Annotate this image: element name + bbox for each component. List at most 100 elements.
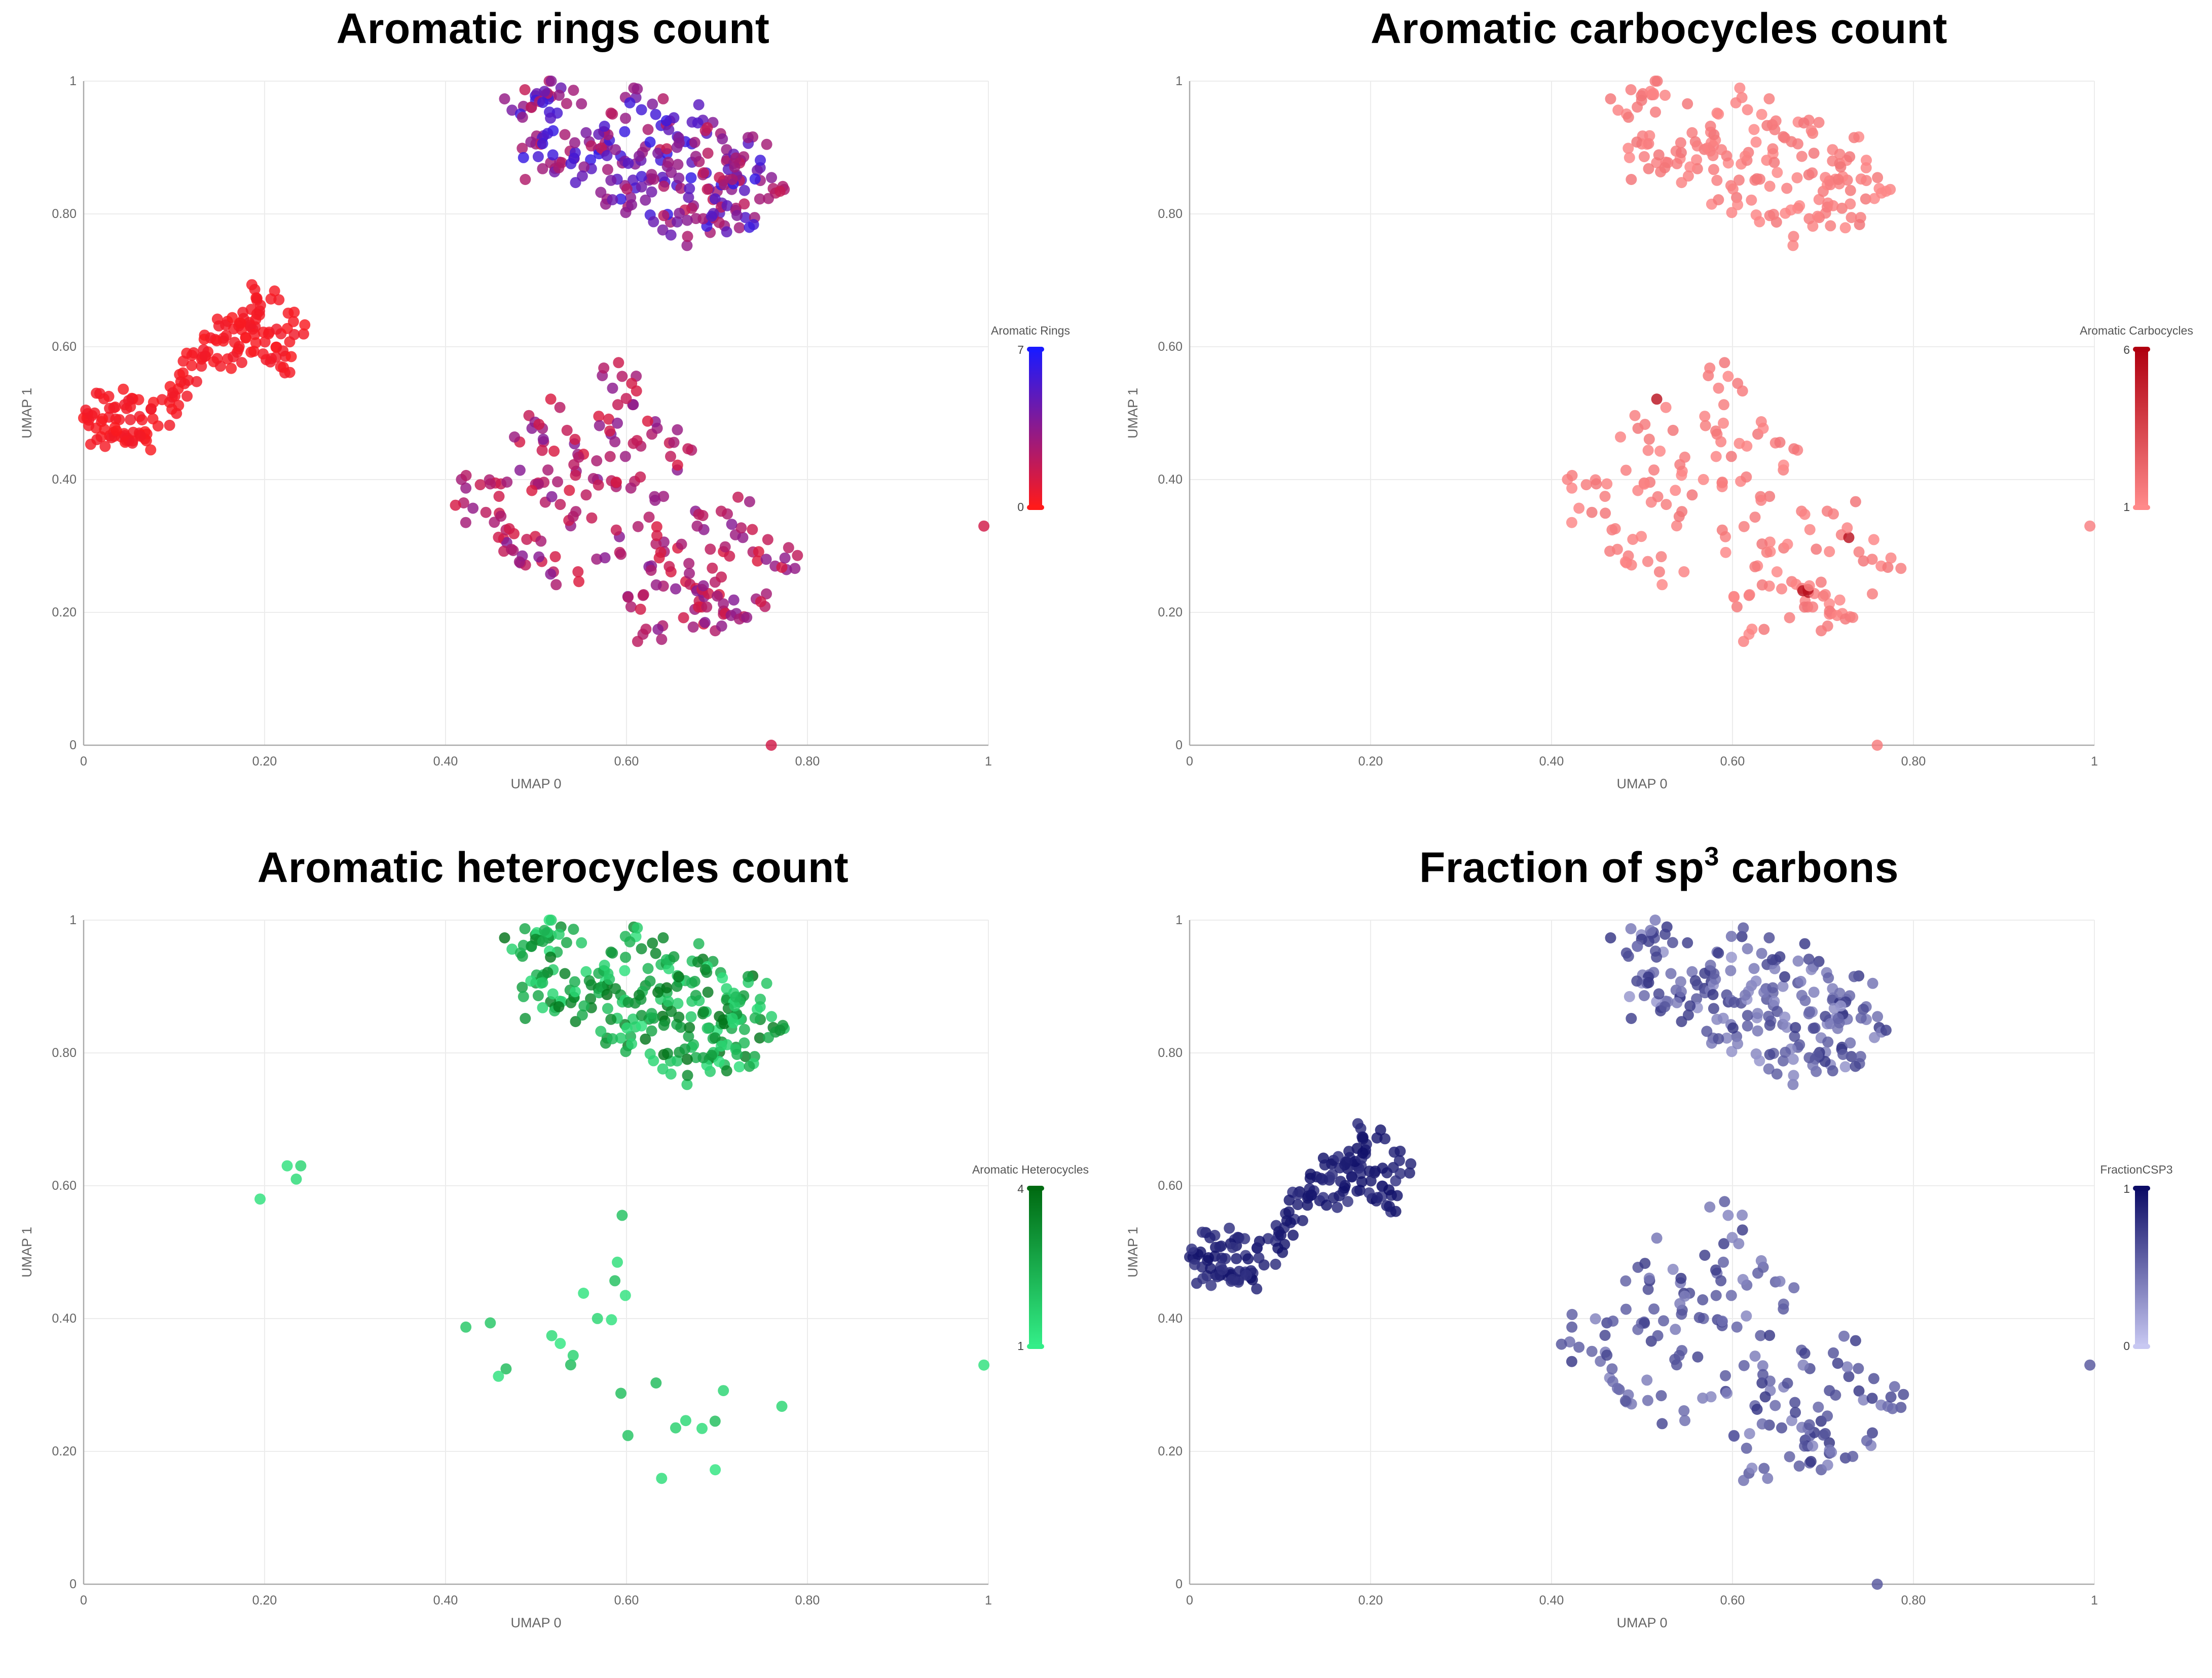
scatter-point [621,1022,633,1034]
scatter-point [643,512,655,523]
scatter-point [1710,1290,1722,1301]
scatter-point [1702,142,1713,154]
scatter-point [229,337,240,348]
y-tick-label: 1 [69,913,77,927]
scatter-point [1825,179,1836,191]
scatter-point [1792,138,1803,150]
colorbar-cap-top [2133,1186,2150,1191]
scatter-point [620,1046,632,1057]
scatter-point [576,98,587,110]
scatter-point [717,972,728,983]
scatter-point [672,159,684,170]
scatter-point [532,151,544,162]
scatter-point [1734,82,1746,94]
scatter-point [634,990,645,1001]
scatter-point [1808,987,1820,998]
scatter-point [1205,1263,1216,1274]
scatter-point [1725,1290,1737,1301]
scatter-point [1632,941,1643,952]
scatter-point [237,307,249,318]
scatter-point [460,517,471,528]
scatter-point [1272,1243,1284,1254]
scatter-point [1648,464,1660,476]
scatter-point [535,535,547,547]
scatter-point [685,1011,697,1023]
scatter-point [598,362,610,374]
scatter-point [213,320,225,332]
scatter-point [517,142,528,154]
scatter-point [500,1363,512,1375]
scatter-point [655,546,667,558]
scatter-point [1705,121,1716,132]
scatter-point [1844,151,1856,163]
scatter-point [517,112,528,123]
scatter-point [1620,464,1632,476]
scatter-point [1763,1010,1775,1022]
scatter-point [1270,1258,1281,1270]
scatter-point [665,229,677,241]
scatter-point [1767,143,1779,155]
scatter-point [1768,996,1780,1007]
scatter-point [1752,1025,1763,1037]
scatter-point [1731,1321,1743,1333]
scatter-point [1216,1264,1228,1275]
scatter-point [606,1314,617,1326]
scatter-point [537,97,548,108]
scatter-point [754,193,765,205]
scatter-point [1342,1196,1353,1208]
scatter-point [287,316,299,327]
scatter-point [278,361,289,373]
scatter-point [1866,1393,1878,1404]
scatter-point [1741,471,1752,483]
scatter-point [620,952,631,963]
scatter-point [1855,1012,1867,1024]
scatter-point [1742,943,1753,955]
scatter-point [1799,938,1811,950]
scatter-point [650,947,661,959]
scatter-point [1384,1200,1395,1212]
scatter-point [763,193,774,204]
scatter-point [634,151,645,162]
scatter-point [636,1020,647,1032]
scatter-point [1197,1273,1209,1285]
scatter-point [1701,1026,1713,1037]
scatter-point [599,121,610,132]
scatter-point [1394,1168,1406,1179]
scatter-point [228,351,239,362]
scatter-point [718,1385,729,1397]
scatter-point [533,419,545,430]
x-tick-label: 0 [80,1593,87,1608]
scatter-point [1805,1455,1817,1467]
colorbar-min-label: 0 [1017,500,1024,514]
scatter-point [760,554,772,565]
scatter-point [1356,1176,1368,1188]
scatter-point [684,1022,695,1033]
scatter-point [724,551,735,562]
colorbar-cap-bottom [2133,1344,2150,1349]
scatter-point [249,329,261,340]
scatter-point [1675,137,1686,149]
scatter-point [670,583,681,595]
scatter-point [1708,164,1719,175]
scatter-point [1643,433,1655,445]
scatter-point [739,1037,750,1049]
scatter-point [604,451,616,462]
scatter-point [626,1038,638,1049]
scatter-point [1763,93,1775,104]
scatter-point [506,943,518,955]
scatter-point [1231,1253,1242,1264]
scatter-point [518,152,529,163]
scatter-point [1867,1427,1878,1439]
x-tick-label: 0 [80,754,87,769]
scatter-point [517,951,528,962]
scatter-point [697,213,709,225]
scatter-point [761,588,772,600]
scatter-point [615,1032,626,1044]
y-tick-label: 0.60 [52,1179,77,1193]
scatter-point [1283,1206,1295,1218]
scatter-point [1853,546,1865,558]
scatter-point [1715,1275,1727,1287]
scatter-point [1670,485,1681,496]
scatter-point [1774,951,1786,963]
scatter-point [1705,1391,1717,1403]
